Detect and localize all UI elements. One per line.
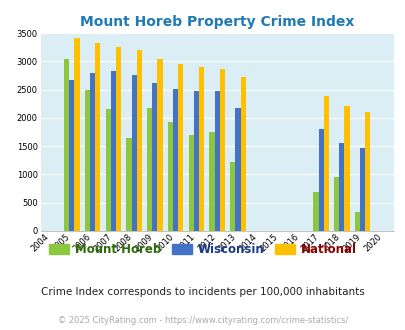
Bar: [178, 64, 183, 231]
Bar: [173, 89, 178, 231]
Bar: [131, 75, 136, 231]
Text: © 2025 CityRating.com - https://www.cityrating.com/crime-statistics/: © 2025 CityRating.com - https://www.city…: [58, 315, 347, 325]
Bar: [136, 50, 141, 231]
Text: Crime Index corresponds to incidents per 100,000 inhabitants: Crime Index corresponds to incidents per…: [41, 287, 364, 297]
Bar: [339, 143, 343, 231]
Bar: [313, 192, 318, 231]
Bar: [188, 135, 193, 231]
Bar: [333, 177, 339, 231]
Bar: [147, 108, 152, 231]
Bar: [126, 138, 131, 231]
Bar: [318, 129, 323, 231]
Bar: [364, 112, 369, 231]
Bar: [323, 96, 328, 231]
Bar: [69, 80, 74, 231]
Bar: [95, 43, 100, 231]
Bar: [354, 212, 359, 231]
Title: Mount Horeb Property Crime Index: Mount Horeb Property Crime Index: [80, 15, 354, 29]
Bar: [193, 91, 198, 231]
Bar: [116, 47, 121, 231]
Bar: [74, 38, 79, 231]
Bar: [105, 109, 111, 231]
Bar: [111, 71, 116, 231]
Bar: [235, 108, 240, 231]
Bar: [214, 91, 219, 231]
Bar: [343, 106, 349, 231]
Bar: [219, 69, 224, 231]
Bar: [90, 73, 95, 231]
Bar: [359, 148, 364, 231]
Bar: [167, 122, 173, 231]
Bar: [209, 132, 214, 231]
Bar: [64, 59, 69, 231]
Bar: [240, 77, 245, 231]
Bar: [85, 89, 90, 231]
Bar: [152, 83, 157, 231]
Bar: [230, 162, 235, 231]
Legend: Mount Horeb, Wisconsin, National: Mount Horeb, Wisconsin, National: [45, 238, 360, 260]
Bar: [157, 59, 162, 231]
Bar: [198, 67, 204, 231]
